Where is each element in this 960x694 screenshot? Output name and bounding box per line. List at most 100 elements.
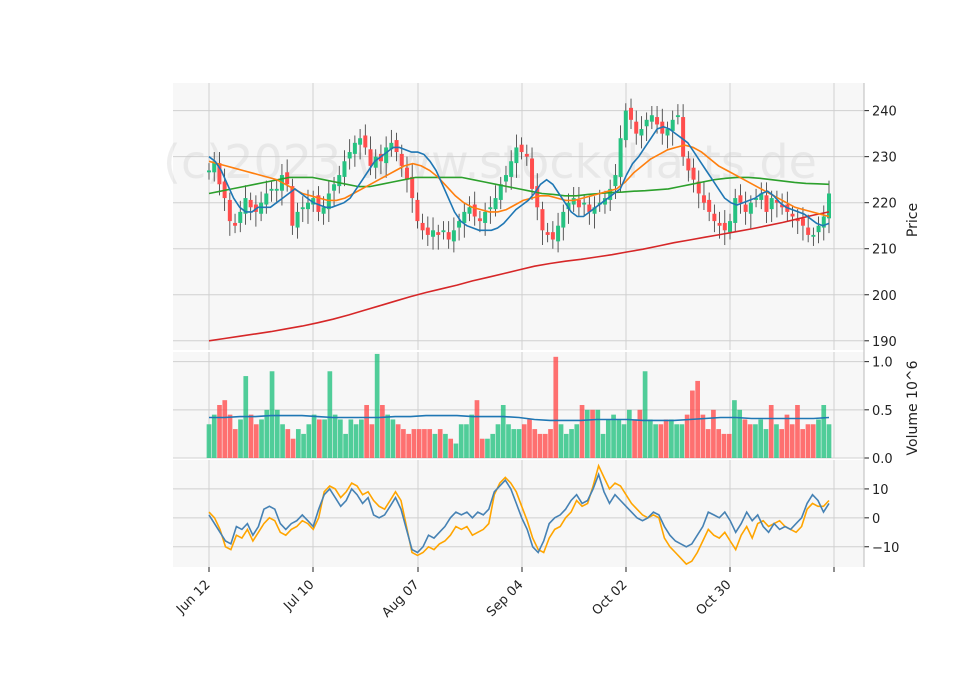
candle-body <box>800 218 805 226</box>
x-tick-label: Oct 30 <box>693 577 734 618</box>
volume-bar <box>469 414 475 458</box>
candle-body <box>675 115 680 118</box>
candle-body <box>399 153 404 166</box>
candle-body <box>373 156 378 168</box>
volume-bar <box>474 400 480 458</box>
candle-body <box>806 227 811 235</box>
candle-body <box>644 119 649 127</box>
candle-body <box>790 213 795 217</box>
volume-bar <box>511 429 517 458</box>
volume-bar <box>427 429 433 458</box>
volume-bar <box>663 419 669 458</box>
price-y-tick-label: 240 <box>872 105 897 120</box>
candle-body <box>264 193 269 205</box>
candle-body <box>681 117 686 157</box>
candle-body <box>701 195 706 203</box>
volume-bar <box>679 424 685 458</box>
sma20-line <box>208 144 830 218</box>
candle-body <box>613 175 618 187</box>
volume-bar <box>826 424 832 458</box>
volume-bar <box>784 414 790 458</box>
volume-axis-label: Volume 10^6 <box>905 360 921 455</box>
volume-bar <box>290 438 296 458</box>
candle-body <box>227 199 232 222</box>
candle-body <box>707 199 712 212</box>
volume-bar <box>658 424 664 458</box>
candle-body <box>305 202 310 210</box>
candle-body <box>712 213 717 222</box>
candle-body <box>696 181 701 194</box>
volume-bar <box>716 429 722 458</box>
volume-bar <box>316 419 322 458</box>
volume-bar <box>669 419 674 458</box>
osc-panel-bg <box>173 460 864 567</box>
candle-body <box>754 198 759 200</box>
volume-bar <box>605 419 611 458</box>
volume-average-line <box>209 414 830 422</box>
candle-body <box>233 222 238 226</box>
candle-body <box>358 138 363 145</box>
volume-bar <box>217 405 222 458</box>
candle-body <box>780 204 785 208</box>
volume-bar <box>737 409 743 458</box>
volume-bar <box>600 433 606 458</box>
candle-body <box>332 184 337 191</box>
watermark-text: (c)2023 www.stockcharts.de <box>163 135 817 189</box>
oscillator-signal-line <box>208 463 830 566</box>
candle-body <box>451 230 456 242</box>
volume-bar <box>432 433 438 458</box>
candle-body <box>733 198 738 223</box>
volume-bar <box>758 419 764 458</box>
candle-body <box>722 222 727 231</box>
candle-body <box>670 119 675 131</box>
candle-body <box>384 147 389 164</box>
candle-body <box>540 209 545 231</box>
candle-body <box>717 222 722 226</box>
candle-body <box>493 198 498 210</box>
volume-bar <box>443 433 448 458</box>
x-tick-label: Aug 07 <box>379 577 422 620</box>
volume-bar <box>380 405 385 458</box>
candle-body <box>300 207 305 210</box>
volume-bar <box>616 419 622 458</box>
candle-body <box>259 202 264 214</box>
candle-body <box>519 144 524 153</box>
candle-body <box>795 218 800 222</box>
osc-y-tick-label: 0 <box>872 512 880 527</box>
candle-body <box>217 163 222 185</box>
volume-bar <box>537 433 543 458</box>
volume-bar <box>753 424 758 458</box>
x-tick-label: Oct 02 <box>589 577 630 618</box>
volume-bar <box>516 429 522 458</box>
volume-bar <box>637 409 643 458</box>
osc-y-tick-label: −10 <box>872 541 899 556</box>
volume-bar <box>374 353 380 458</box>
candle-body <box>759 193 764 200</box>
volume-bar <box>684 414 690 458</box>
candle-body <box>431 230 436 237</box>
candle-body <box>342 161 347 177</box>
candle-body <box>634 121 639 134</box>
volume-bar <box>437 429 443 458</box>
candle-body <box>248 199 253 208</box>
volume-bar <box>495 424 501 458</box>
volume-bar <box>332 414 338 458</box>
price-axis-label: Price <box>905 203 921 237</box>
candlesticks <box>207 98 831 253</box>
volume-bar <box>500 405 506 458</box>
volume-bar <box>805 424 811 458</box>
volume-bar <box>453 443 459 458</box>
volume-bar <box>642 371 648 458</box>
candle-body <box>488 207 493 210</box>
volume-bar <box>301 433 306 458</box>
candle-body <box>587 204 592 212</box>
volume-bar <box>211 414 217 458</box>
volume-bar <box>343 433 348 458</box>
candle-body <box>550 232 555 240</box>
volume-bar <box>569 429 574 458</box>
candle-body <box>576 199 581 208</box>
candle-body <box>498 184 503 200</box>
volume-bar <box>264 409 270 458</box>
